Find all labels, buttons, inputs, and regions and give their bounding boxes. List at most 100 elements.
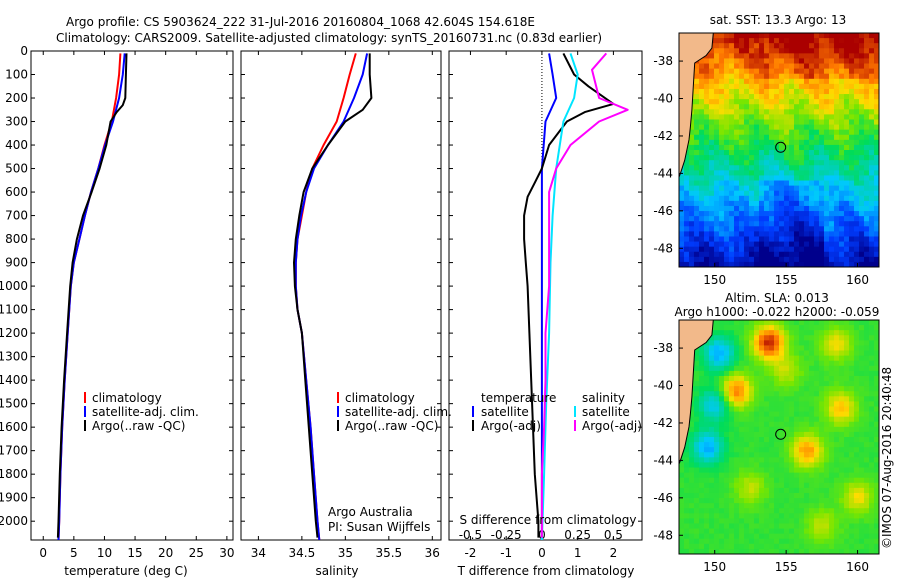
map-cell (694, 205, 700, 212)
map-cell (744, 411, 750, 418)
map-cell (734, 236, 740, 242)
map-cell (784, 226, 790, 232)
map-cell (719, 165, 725, 171)
map-cell (694, 416, 700, 423)
map-cell (759, 381, 765, 387)
map-cell (744, 447, 750, 453)
map-cell (799, 190, 805, 197)
map-cell (864, 548, 870, 554)
map-cell (684, 508, 690, 514)
map-cell (859, 99, 865, 105)
map-cell (839, 411, 845, 418)
map-cell (714, 216, 720, 222)
map-cell (794, 114, 800, 120)
map-cell (844, 548, 850, 554)
map-cell (739, 241, 745, 248)
map-cell (794, 411, 800, 418)
map-cell (709, 155, 715, 161)
map-cell (699, 180, 705, 187)
map-cell (789, 150, 795, 156)
map-cell (729, 416, 735, 423)
x2-tick-label: 0.5 (604, 528, 623, 542)
map-cell (829, 365, 835, 372)
map-cell (724, 99, 730, 105)
map-cell (779, 246, 785, 253)
map-cell (874, 124, 879, 131)
map-cell (809, 43, 815, 49)
map-cell (864, 477, 870, 484)
map-cell (754, 134, 760, 141)
map-cell (704, 391, 710, 397)
map-cell (724, 124, 730, 131)
map-cell (809, 200, 815, 207)
map-cell (824, 386, 830, 392)
map-y-tick-label: -40 (653, 379, 673, 393)
map-cell (799, 236, 805, 242)
map-cell (799, 205, 805, 212)
map-cell (749, 221, 755, 227)
map-cell (729, 216, 735, 222)
map-cell (864, 406, 870, 412)
map-cell (814, 58, 820, 64)
map-cell (799, 38, 805, 44)
map-cell (814, 43, 820, 49)
map-cell (689, 442, 695, 448)
map-cell (794, 88, 800, 95)
map-cell (774, 375, 780, 382)
map-cell (874, 256, 879, 263)
map-cell (869, 325, 875, 331)
map-cell (779, 109, 785, 115)
map-cell (824, 421, 830, 428)
map-cell (774, 43, 780, 49)
map-cell (784, 175, 790, 181)
map-cell (704, 457, 710, 463)
map-cell (824, 78, 830, 85)
map-cell (719, 391, 725, 397)
map-cell (809, 442, 815, 448)
map-cell (764, 482, 770, 489)
map-cell (824, 236, 830, 242)
map-cell (859, 386, 865, 392)
map-cell (829, 467, 835, 474)
map-cell (874, 375, 879, 382)
map-cell (869, 452, 875, 458)
map-cell (839, 83, 845, 90)
map-cell (719, 180, 725, 187)
map-cell (854, 503, 860, 509)
map-cell (779, 185, 785, 192)
map-cell (774, 160, 780, 166)
map-cell (789, 503, 795, 509)
map-cell (784, 134, 790, 141)
map-cell (869, 211, 875, 217)
map-cell (699, 457, 705, 463)
map-cell (764, 375, 770, 382)
map-cell (719, 200, 725, 207)
map-cell (704, 462, 710, 468)
map-cell (714, 124, 720, 131)
map-cell (854, 381, 860, 387)
map-cell (854, 129, 860, 136)
map-cell (824, 83, 830, 90)
map-cell (739, 124, 745, 131)
map-cell (804, 226, 810, 232)
map-cell (744, 457, 750, 463)
map-cell (784, 330, 790, 336)
map-cell (709, 391, 715, 397)
map-cell (679, 528, 685, 535)
map-cell (789, 33, 795, 39)
map-cell (869, 462, 875, 468)
map-cell (789, 144, 795, 151)
map-cell (829, 114, 835, 120)
sst-map-ticks: 150 155 160-38-40-42-44-46-48 (653, 54, 869, 287)
map-cell (834, 492, 840, 499)
map-cell (734, 119, 740, 125)
map-cell (714, 180, 720, 187)
legend-title-temperature: temperature (481, 391, 556, 405)
map-cell (814, 33, 820, 39)
map-cell (714, 109, 720, 115)
map-cell (814, 200, 820, 207)
map-cell (799, 185, 805, 192)
map-cell (744, 381, 750, 387)
map-cell (754, 548, 760, 554)
map-cell (864, 160, 870, 166)
